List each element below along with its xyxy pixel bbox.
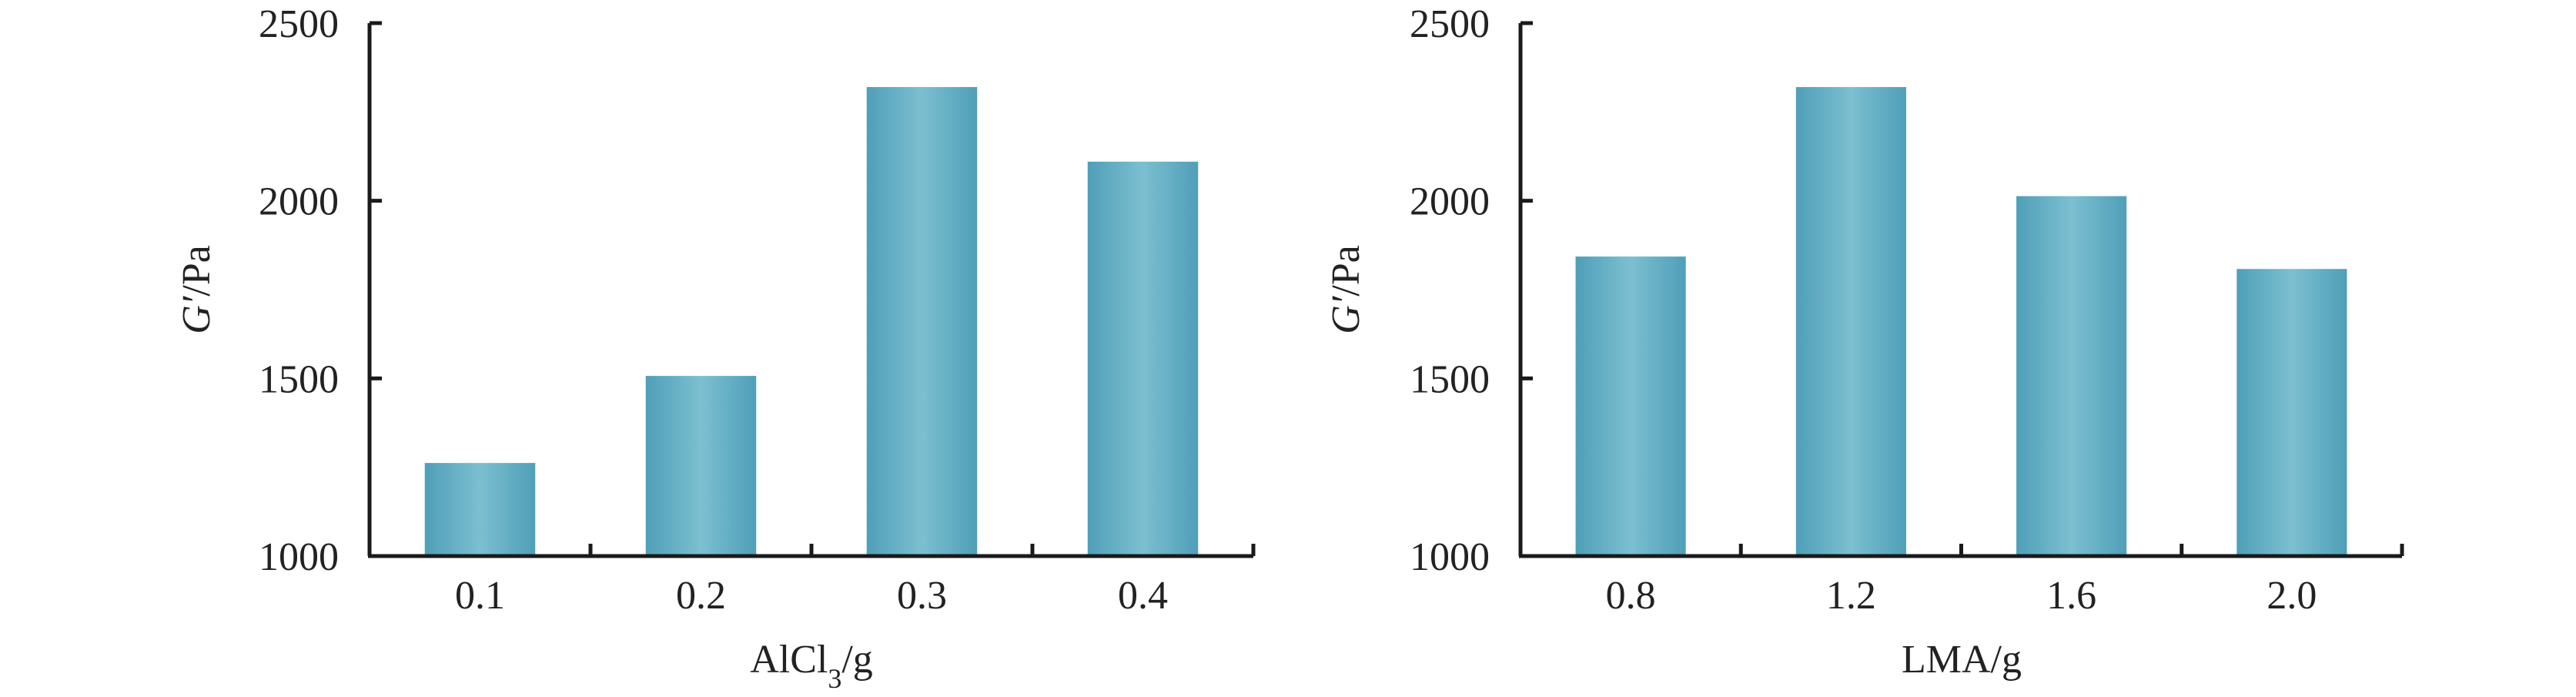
x-tick-label: 0.3: [897, 574, 947, 618]
bar: [424, 463, 536, 556]
x-tick-label: 1.6: [2046, 574, 2096, 618]
chart-panel-left: 1000 1500 2000 2500 0.1 0.2 0.3 0.4 G′/Pa AlCl3/g: [175, 2, 1256, 694]
y-tick-label: 2500: [259, 2, 339, 46]
y-axis-title: G′/Pa: [1324, 245, 1368, 333]
y-tick-label: 1000: [1410, 535, 1490, 579]
x-tick-label: 0.2: [676, 574, 726, 618]
y-axis-title-unit: /Pa: [1324, 245, 1368, 296]
y-tick-label: 2500: [1410, 2, 1490, 46]
y-tick-label: 1000: [259, 535, 339, 579]
bar: [1575, 256, 1686, 556]
x-tick-label: 2.0: [2267, 574, 2317, 618]
y-tick-label: 2000: [1410, 180, 1490, 224]
x-axis-title-main: LMA/g: [1902, 638, 2022, 682]
y-tick-label: 1500: [1410, 357, 1490, 401]
bar: [1087, 161, 1199, 557]
x-axis-title: LMA/g: [1902, 638, 2022, 682]
y-tick-label: 2000: [259, 180, 339, 224]
x-tick-label: 0.4: [1118, 574, 1168, 618]
chart-panel-right: 1000 1500 2000 2500 0.8 1.2 1.6 2.0 G′/Pa LMA/g: [1324, 2, 2404, 682]
y-axis-title-symbol: G′: [175, 295, 219, 334]
bar: [2016, 196, 2127, 557]
x-axis-title-unit: /g: [841, 638, 872, 682]
y-tick-label: 1500: [259, 357, 339, 401]
y-axis-title-symbol: G′: [1324, 295, 1368, 334]
y-axis-title-unit: /Pa: [175, 245, 219, 296]
bar: [866, 87, 978, 557]
bar: [1795, 87, 1906, 557]
bar: [2236, 269, 2347, 556]
bar: [645, 376, 757, 556]
x-tick-label: 0.1: [455, 574, 505, 618]
x-tick-label: 0.8: [1606, 574, 1656, 618]
x-axis-title-main: AlCl: [750, 638, 828, 682]
x-axis-title: AlCl3/g: [750, 638, 873, 693]
x-axis-title-subscript: 3: [828, 663, 841, 693]
x-tick-label: 1.2: [1826, 574, 1876, 618]
y-axis-title: G′/Pa: [175, 245, 219, 333]
